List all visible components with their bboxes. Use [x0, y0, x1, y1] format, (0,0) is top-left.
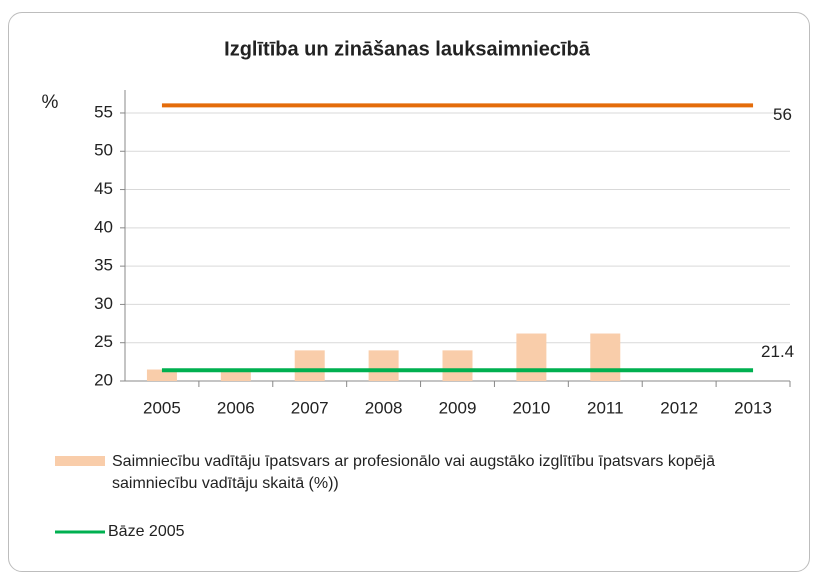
legend-label: Bāze 2005 — [108, 523, 185, 540]
x-tick-label: 2007 — [291, 398, 329, 417]
y-tick-label: 25 — [94, 332, 113, 351]
bar — [220, 370, 251, 381]
x-tick-label: 2011 — [587, 398, 624, 417]
bar — [442, 350, 473, 381]
x-tick-label: 2005 — [143, 398, 181, 417]
data-label: 21.4 — [761, 342, 794, 361]
y-tick-label: 20 — [94, 370, 113, 389]
chart-title: Izglītība un zināšanas lauksaimniecībā — [224, 38, 591, 60]
y-tick-label: 45 — [94, 179, 113, 198]
bar — [294, 350, 325, 381]
bar — [146, 369, 177, 381]
x-tick-label: 2009 — [439, 398, 477, 417]
y-tick-label: 35 — [94, 256, 113, 275]
y-axis-label: % — [42, 92, 59, 113]
x-tick-label: 2008 — [365, 398, 403, 417]
bar — [516, 333, 547, 381]
bar — [590, 333, 621, 381]
y-tick-label: 50 — [94, 141, 113, 160]
x-tick-label: 2013 — [734, 398, 772, 417]
x-tick-label: 2006 — [217, 398, 255, 417]
chart-frame — [8, 12, 810, 572]
legend-swatch — [55, 456, 105, 466]
y-tick-label: 30 — [94, 294, 113, 313]
legend-label: Saimniecību vadītāju īpatsvars ar profes… — [112, 453, 715, 492]
y-tick-label: 55 — [94, 102, 113, 121]
bar — [368, 350, 399, 381]
data-label: 56 — [773, 105, 792, 124]
y-tick-label: 40 — [94, 217, 113, 236]
x-tick-label: 2010 — [512, 398, 550, 417]
x-tick-label: 2012 — [660, 398, 698, 417]
